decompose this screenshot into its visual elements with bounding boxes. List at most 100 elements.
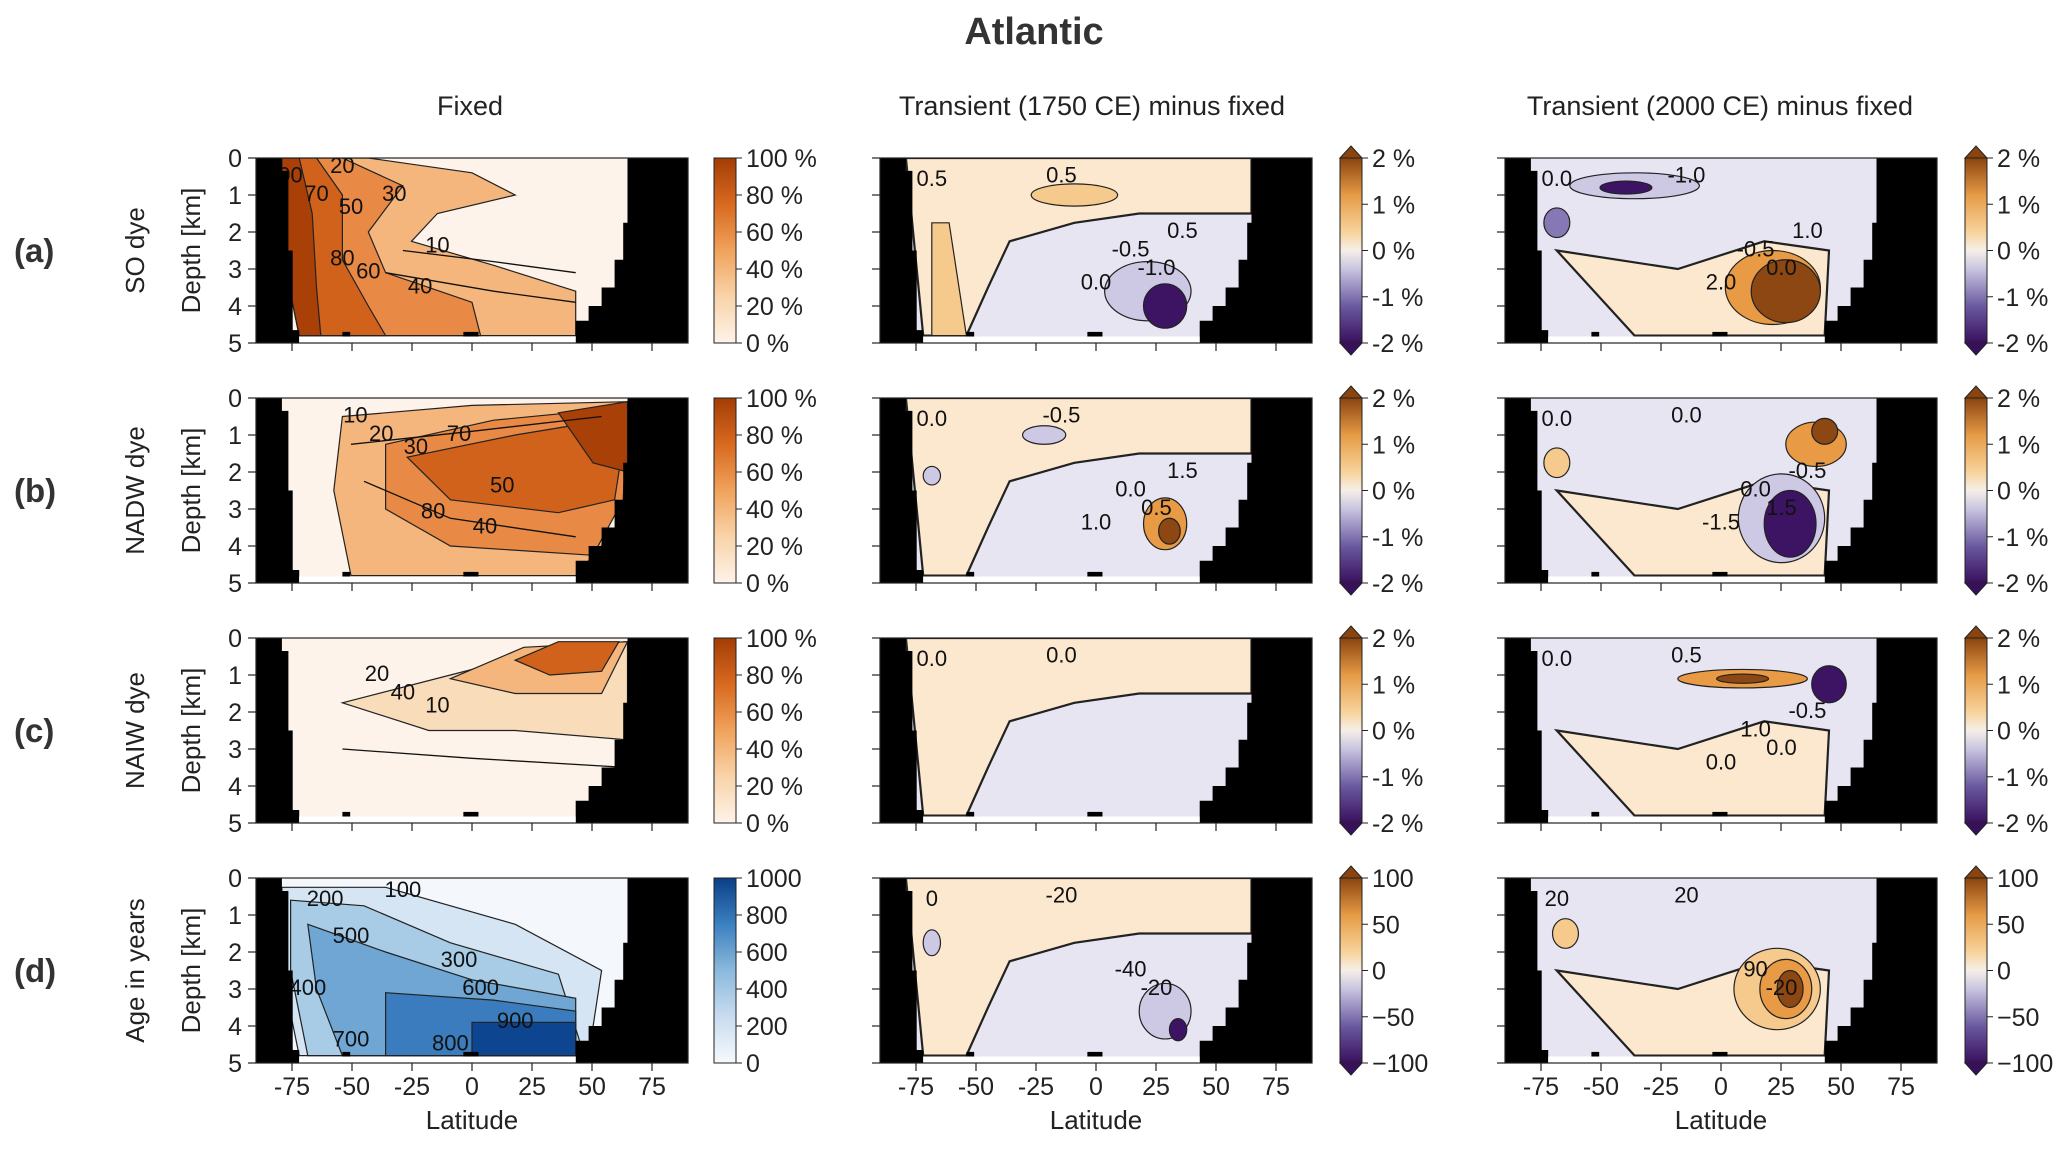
colorbar-extend-bottom: [1963, 1062, 1989, 1076]
y-tick-label: 1: [228, 902, 242, 930]
colorbar-tick-label: 80 %: [746, 662, 803, 690]
contour-label: -0.5: [1042, 402, 1080, 427]
contour-label: 0.0: [1740, 476, 1771, 501]
colorbar-tick-label: 100: [1997, 865, 2039, 893]
x-tick-label: 0: [465, 1073, 479, 1101]
land-mask: [880, 638, 1312, 823]
x-tick-label: 25: [1142, 1073, 1170, 1101]
column-title-1750: Transient (1750 CE) minus fixed: [899, 91, 1285, 121]
contour-region: [1168, 1017, 1188, 1042]
colorbar-tick-label: 20 %: [746, 293, 803, 321]
y-tick-label: 0: [228, 145, 242, 173]
contour-label: 0.0: [917, 646, 948, 671]
seafloor-gap: [299, 576, 576, 583]
panel-r0-c1: 0.5 0.5 -0.5-1.0 0.0 0.5: [880, 158, 1312, 343]
land-south: [256, 158, 300, 343]
y-tick-label: 1: [228, 422, 242, 450]
colorbar-tick-label: 600: [746, 939, 788, 967]
land-south: [880, 878, 924, 1063]
colorbar-tick-label: 0 %: [1997, 238, 2040, 266]
colorbar-r1-c0: 100 % 80 % 60 % 40 % 20 % 0 %: [713, 385, 817, 598]
panel-plot-area: 0 -20-40-20: [880, 878, 1312, 1063]
y-tick-label: 0: [228, 865, 242, 893]
contour-label: 70: [304, 181, 328, 206]
y-tick-label: 5: [228, 1050, 242, 1078]
colorbar-tick-label: 0 %: [1997, 478, 2040, 506]
contour-label: 30: [404, 434, 428, 459]
colorbar-r3-c0: 1000 800 600 400 200 0: [713, 865, 802, 1078]
land-north: [1824, 638, 1937, 823]
colorbar-tick-label: 60 %: [746, 219, 803, 247]
contour-region: [1811, 417, 1839, 445]
colorbar-tick-label: 1000: [746, 865, 802, 893]
seafloor-gap: [299, 816, 576, 823]
land-north: [575, 878, 688, 1063]
y-tick-label: 2: [228, 699, 242, 727]
land-north: [1199, 398, 1312, 583]
colorbar-tick-label: 50: [1997, 911, 2025, 939]
contour-label: 2.0: [1706, 270, 1737, 295]
figure-title: Atlantic: [964, 11, 1103, 53]
y-tick-label: 3: [228, 256, 242, 284]
colorbar-tick-label: 80 %: [746, 422, 803, 450]
contour-region: [1543, 207, 1571, 239]
land-south: [880, 638, 924, 823]
land-north: [1199, 878, 1312, 1063]
colorbar-tick-label: 2 %: [1997, 145, 2040, 173]
contour-label: 0.0: [1671, 402, 1702, 427]
land-south: [256, 878, 300, 1063]
contour-region: [1030, 183, 1119, 207]
contour-label: 80: [330, 246, 354, 271]
x-tick-label: 75: [638, 1073, 666, 1101]
colorbar-tick-label: 200: [746, 1013, 788, 1041]
colorbar-tick-label: −50: [1997, 1004, 2039, 1032]
colorbar-tick-label: 100 %: [746, 385, 817, 413]
land-south: [256, 398, 300, 583]
colorbar-r1-c1: 2 % 1 % 0 % -1 % -2 %: [1338, 385, 1423, 598]
land-north: [575, 638, 688, 823]
colorbar-tick-label: -2 %: [1997, 570, 2048, 598]
panel-r3-c1: 0 -20-40-20: [880, 878, 1312, 1063]
colorbar-tick-label: 0: [1997, 958, 2011, 986]
colorbar-r0-c0: 100 % 80 % 60 % 40 % 20 % 0 %: [713, 145, 817, 358]
x-tick-label: -25: [1018, 1073, 1054, 1101]
contour-label: 0.0: [1542, 166, 1573, 191]
contour-label: 90: [1743, 956, 1767, 981]
contour-label: 1.5: [1766, 495, 1797, 520]
contour-label: 0.5: [1671, 642, 1702, 667]
contour-label: 0.0: [1115, 476, 1146, 501]
panel-plot-area: 0.0 -1.0-0.50.02.01.0: [1505, 158, 1937, 343]
contour-region: [1551, 918, 1580, 949]
colorbar-tick-label: 0 %: [1997, 718, 2040, 746]
y-axis-label: Depth [km]: [176, 908, 206, 1034]
contour-region: [1142, 283, 1188, 329]
land-south: [1505, 638, 1549, 823]
contour-label: 20: [1674, 882, 1698, 907]
contour-label: 20: [369, 421, 393, 446]
panel-r3-c2: 20 20 90-20: [1505, 878, 1937, 1063]
y-tick-label: 2: [228, 939, 242, 967]
y-tick-label: 5: [228, 810, 242, 838]
contour-region: [1158, 517, 1181, 545]
contour-region: [1599, 180, 1653, 195]
contour-label: 0.5: [1167, 218, 1198, 243]
contour-label: 80: [421, 499, 445, 524]
colorbar-tick-label: 1 %: [1372, 191, 1415, 219]
colorbar-tick-label: 0: [1372, 958, 1386, 986]
contour-label: 20: [365, 661, 389, 686]
seafloor-gap: [1548, 576, 1825, 583]
land-south: [880, 398, 924, 583]
contour-label: 40: [408, 273, 432, 298]
contour-region: [1763, 489, 1817, 558]
axes-r0-c2: [1497, 157, 1938, 351]
axes-r1-c0: 0 1 2 3 4 5 Depth [km] NADW dye: [120, 385, 689, 598]
axes-r1-c2: [1497, 397, 1938, 591]
colorbar-extend-top: [1338, 145, 1364, 159]
contour-label: 20: [330, 153, 354, 178]
colorbar-tick-label: -2 %: [1997, 330, 2048, 358]
y-tick-label: 4: [228, 773, 242, 801]
contour-region: [922, 465, 942, 486]
axes-r3-c1: -75 -50 -25 0 25 50 75 Latitude: [872, 877, 1313, 1135]
seafloor-gap: [299, 1056, 576, 1063]
